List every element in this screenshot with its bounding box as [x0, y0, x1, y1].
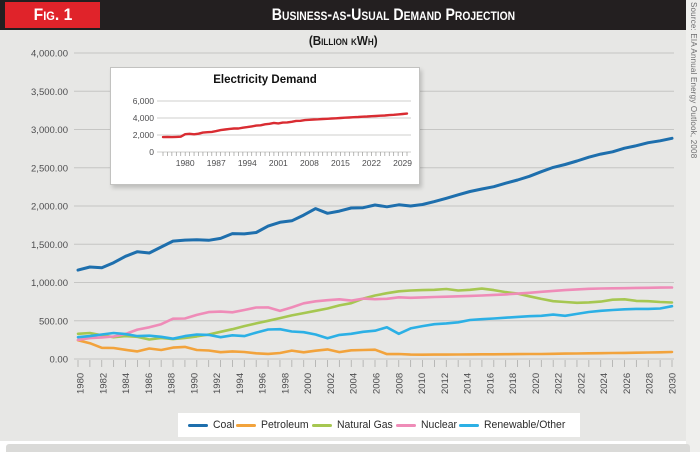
chart-subtitle: (Billion kWh) [308, 32, 378, 48]
x-axis-label: 2028 [645, 373, 656, 394]
x-axis-label: 2010 [417, 373, 428, 394]
series-petroleum [76, 338, 674, 357]
y-axis-label: 1,000.00 [31, 278, 68, 289]
y-axis-label: 2,000.00 [31, 202, 68, 213]
x-axis-label: 2014 [463, 373, 474, 394]
inset-title: Electricity Demand [213, 74, 317, 86]
y-axis-label: 2,500.00 [31, 163, 68, 174]
source-strip: Source: EIA Annual Energy Outlook, 2008 [686, 0, 700, 452]
x-axis-label: 1980 [76, 373, 87, 394]
inset-x-label: 1994 [238, 158, 257, 168]
inset-y-label: 0 [149, 147, 154, 157]
inset-y-label: 6,000 [133, 96, 155, 106]
x-axis-label: 1998 [280, 373, 291, 394]
legend-item-natural-gas: Natural Gas [311, 419, 396, 431]
x-axis-label: 2018 [508, 373, 519, 394]
legend-label: Natural Gas [336, 419, 393, 431]
legend-label: Coal [213, 419, 235, 431]
y-axis-label: 0.00 [50, 355, 69, 366]
x-axis-label: 2024 [599, 373, 610, 394]
x-axis-label: 1982 [98, 373, 109, 394]
legend-label: Petroleum [261, 419, 309, 431]
inset-x-label: 2022 [362, 158, 381, 168]
series-coal [76, 136, 674, 272]
figure-number-box: Fig. 1 [5, 2, 100, 28]
series-nuclear [76, 286, 674, 342]
inset-x-label: 1980 [176, 158, 195, 168]
x-axis-label: 1996 [258, 373, 269, 394]
inset-y-label: 4,000 [133, 113, 155, 123]
y-axis-label: 4,000.00 [31, 49, 68, 60]
inset-x-label: 2001 [269, 158, 288, 168]
y-axis-label: 3,500.00 [31, 87, 68, 98]
inset-demand-line [161, 112, 409, 139]
y-axis-label: 3,000.00 [31, 125, 68, 136]
x-axis-label: 1984 [121, 373, 132, 394]
legend-label: Renewable/Other [484, 419, 566, 431]
legend-label: Nuclear [420, 419, 457, 431]
footer-bar [6, 444, 690, 452]
x-axis-label: 1994 [235, 373, 246, 394]
chart-legend: Coal Petroleum Natural Gas Nuclear Renew… [178, 413, 580, 437]
inset-y-label: 2,000 [133, 130, 155, 140]
x-axis-label: 2022 [554, 373, 565, 394]
legend-item-petroleum: Petroleum [236, 419, 311, 431]
y-axis-label: 1,500.00 [31, 240, 68, 251]
x-axis-label: 2016 [485, 373, 496, 394]
legend-item-renewable: Renewable/Other [459, 419, 570, 431]
inset-x-label: 2029 [393, 158, 412, 168]
x-axis-label: 2006 [372, 373, 383, 394]
renewable-line-swatch [459, 423, 480, 427]
x-axis-label: 2008 [394, 373, 405, 394]
petroleum-line-swatch [236, 423, 257, 427]
inset-chart: 0 2,000 4,000 6,000 1980 1987 1994 2001 2008 2015… [133, 96, 413, 168]
source-note: Source: EIA Annual Energy Outlook, 2008 [689, 2, 698, 159]
x-axis-label: 2020 [531, 373, 542, 394]
inset-x-label: 2015 [331, 158, 350, 168]
x-axis-label: 2030 [668, 373, 679, 394]
x-axis-label: 2012 [440, 373, 451, 394]
series-renewable-other [76, 304, 674, 341]
coal-line-swatch [188, 423, 208, 427]
figure-number-label: Fig. 1 [33, 5, 72, 24]
nuclear-line-swatch [395, 423, 416, 427]
chart-title: Business-as-Usual Demand Projection [271, 5, 515, 24]
y-axis-label: 500.00 [39, 316, 68, 327]
legend-item-coal: Coal [188, 419, 236, 431]
x-axis-label: 2000 [303, 373, 314, 394]
electricity-demand-inset: Electricity Demand 0 2,000 4,000 6,000 1980 1… [110, 67, 420, 185]
inset-x-label: 1987 [207, 158, 226, 168]
x-axis-label: 1986 [144, 373, 155, 394]
inset-x-label: 2008 [300, 158, 319, 168]
header-bar: Fig. 1 Business-as-Usual Demand Projecti… [0, 0, 686, 30]
chart-title-wrap: Business-as-Usual Demand Projection [100, 0, 686, 30]
natural-gas-line-swatch [311, 423, 332, 427]
legend-item-nuclear: Nuclear [395, 419, 459, 431]
x-axis-label: 1990 [189, 373, 200, 394]
x-axis-label: 1992 [212, 373, 223, 394]
x-axis-label: 2002 [326, 373, 337, 394]
chart-subtitle-wrap: (Billion kWh) [0, 31, 686, 49]
x-axis-label: 2004 [349, 373, 360, 394]
x-axis-label: 2022 [576, 373, 587, 394]
x-axis-label: 1988 [167, 373, 178, 394]
x-axis-label: 2026 [622, 373, 633, 394]
